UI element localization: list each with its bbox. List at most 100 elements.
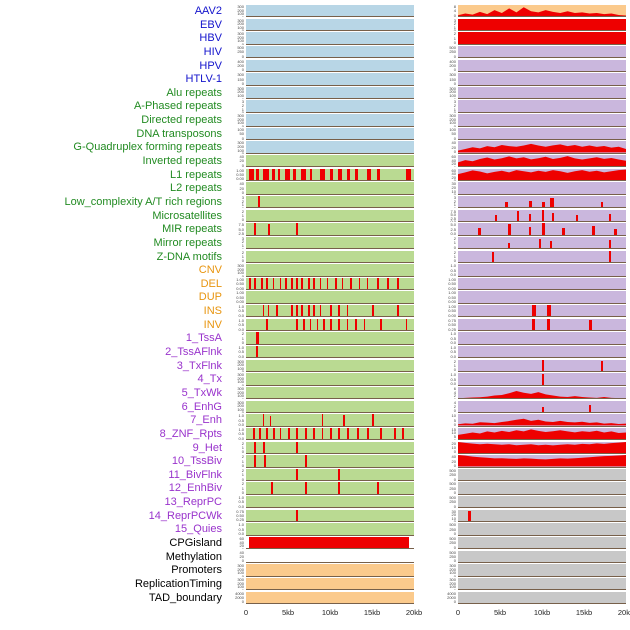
track-label: Methylation	[165, 550, 222, 563]
y-tick-label: 5.0	[238, 226, 244, 232]
y-tick-label: 300	[237, 359, 244, 364]
data-bar	[257, 195, 260, 208]
track-panel	[458, 441, 626, 454]
track-panel	[458, 127, 626, 141]
y-tick-label: 0	[453, 462, 456, 468]
y-tick-label: 0	[453, 422, 456, 427]
data-area	[458, 169, 626, 181]
y-tick-label: 2	[241, 250, 244, 255]
y-axis-ticks: 7.5 5.0 2.5	[228, 223, 246, 235]
y-tick-label: 100	[237, 24, 244, 30]
y-tick-label: 0.00	[236, 299, 244, 304]
data-bar	[372, 305, 374, 317]
y-tick-label: 0.00	[448, 285, 456, 291]
y-tick-label: 1	[241, 458, 244, 464]
data-bar	[266, 277, 268, 290]
data-bar	[363, 318, 366, 331]
x-tick-label: 20kb	[405, 608, 423, 618]
track-panel	[458, 318, 626, 332]
data-bar	[508, 242, 511, 249]
track-row: HTLV-1 300 150 0 300 150 0	[0, 73, 630, 87]
y-tick-label: 1	[241, 485, 244, 491]
y-axis-ticks: 300 200 100 0	[228, 578, 246, 590]
track-panel	[246, 209, 414, 222]
data-bar	[346, 318, 349, 331]
track-panel	[458, 550, 626, 564]
y-tick-label: 200	[237, 403, 244, 409]
data-bar	[291, 305, 293, 317]
track-row: L1 repeats 1.00 0.50 0.00 60 40 20 0	[0, 168, 630, 183]
y-tick-label: 20	[451, 144, 456, 150]
y-tick-label: 40	[451, 171, 456, 177]
y-tick-label: 200	[449, 89, 456, 95]
track-panel	[458, 5, 626, 18]
y-tick-label: 1	[241, 335, 244, 341]
y-tick-label: 7.5	[238, 223, 244, 228]
data-bar	[402, 427, 405, 440]
data-bar	[330, 318, 332, 331]
track-row: CPGisland 60 40 20 0 500 250 0	[0, 536, 630, 551]
y-tick-label: 200	[449, 116, 456, 122]
track-label: HIV	[203, 45, 222, 58]
y-tick-label: 0.00	[448, 312, 456, 318]
y-tick-label: 100	[237, 570, 244, 576]
y-tick-label: 0	[241, 558, 244, 564]
y-tick-label: 10	[451, 430, 456, 436]
track-label: 9_Het	[192, 441, 222, 454]
track-label: L1 repeats	[170, 168, 222, 181]
track-panel	[458, 291, 626, 304]
track-panel	[246, 427, 414, 441]
track-label: HTLV-1	[185, 73, 222, 86]
track-panel	[458, 45, 626, 59]
track-panel	[246, 400, 414, 413]
track-row: 15_Quies 1.0 0.5 0.0 500 250 0	[0, 523, 630, 537]
data-area	[458, 7, 626, 17]
y-axis-ticks: 10 5 0	[440, 414, 458, 426]
y-tick-label: 10	[451, 414, 456, 419]
track-row: 9_Het 2 1 0 20 10 0	[0, 441, 630, 456]
track-panel	[458, 100, 626, 113]
data-bar	[259, 427, 262, 440]
y-tick-label: 0.25	[236, 517, 244, 523]
data-bar	[337, 168, 342, 181]
track-label: Low_complexity A/T rich regions	[64, 195, 222, 208]
y-tick-label: 1	[241, 253, 244, 259]
y-axis-ticks: 300 200 100 0	[440, 564, 458, 576]
y-tick-label: 300	[237, 577, 244, 582]
y-axis-ticks: 500 250 0	[440, 496, 458, 508]
y-tick-label: 250	[449, 485, 456, 491]
y-tick-label: 1.00	[448, 305, 456, 310]
y-tick-label: 0	[453, 192, 456, 195]
track-row: Directed repeats 300 200 100 0 300 200 100 0	[0, 114, 630, 128]
y-tick-label: 3	[241, 236, 244, 241]
data-bar	[575, 215, 578, 221]
y-tick-label: 3	[453, 100, 456, 105]
y-axis-ticks: 1.0 0.5 0.0	[228, 414, 246, 426]
track-panel	[246, 277, 414, 291]
y-tick-label: 5.0	[450, 212, 456, 218]
track-panel	[246, 127, 414, 141]
y-tick-label: 20	[239, 158, 244, 164]
data-bar	[309, 168, 313, 181]
data-bar	[478, 227, 481, 235]
track-row: L2 repeats 40 20 0 30 20 10 0	[0, 182, 630, 196]
y-tick-label: 0.75	[236, 509, 244, 514]
data-bar	[350, 277, 352, 290]
y-tick-label: 500	[449, 468, 456, 473]
data-bar	[338, 318, 340, 331]
y-tick-label: 40	[239, 155, 244, 160]
data-area	[458, 390, 625, 399]
y-tick-label: 0	[453, 110, 456, 113]
y-tick-label: 300	[449, 114, 456, 119]
y-tick-label: 0	[453, 449, 456, 454]
y-tick-label: 0	[241, 162, 244, 168]
y-axis-ticks: 500 250 0	[440, 482, 458, 494]
y-axis-ticks: 300 200 100 0	[440, 87, 458, 99]
y-tick-label: 0.75	[448, 318, 456, 323]
track-panel	[246, 523, 414, 536]
track-panel	[246, 482, 414, 495]
y-tick-label: 0	[241, 546, 244, 550]
data-bar	[330, 427, 332, 440]
